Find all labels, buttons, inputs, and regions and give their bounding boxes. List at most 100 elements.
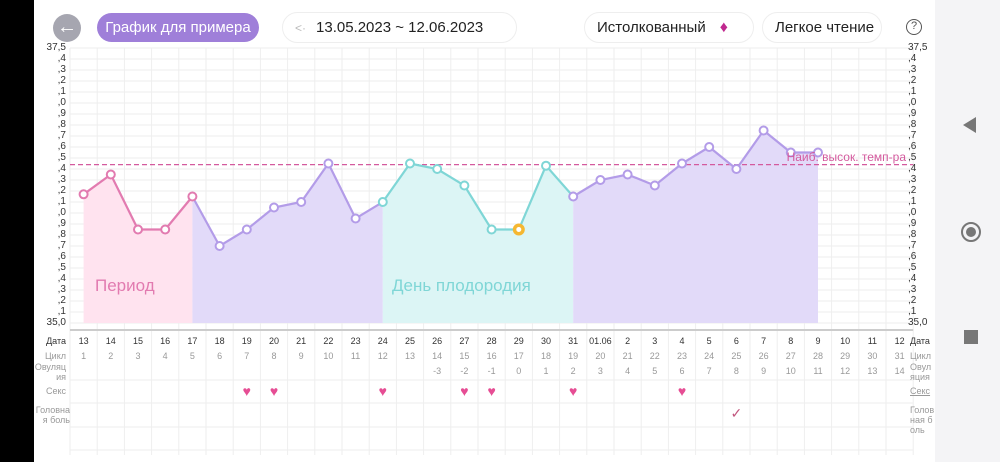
- row-label-right-sex: Секс: [910, 386, 931, 396]
- date-cell: 25: [404, 336, 415, 346]
- temperature-line: [191, 161, 384, 248]
- sample-chart-button[interactable]: График для примера: [97, 13, 259, 42]
- y-tick-label: ,6: [57, 141, 66, 152]
- date-cell: 6: [733, 336, 739, 346]
- y-tick-label-right: ,4: [908, 163, 917, 174]
- ovulation-cell: 9: [761, 366, 767, 376]
- temperature-point: [677, 158, 687, 169]
- date-cell: 01.06: [589, 336, 612, 346]
- back-button[interactable]: ←: [53, 14, 81, 42]
- date-cell: 12: [894, 336, 905, 346]
- temperature-point: [622, 169, 633, 180]
- temperature-point: [459, 180, 470, 191]
- y-tick-label-right: ,2: [908, 295, 917, 306]
- y-tick-label: ,7: [57, 240, 66, 251]
- date-cell: 5: [706, 336, 712, 346]
- date-cell: 2: [625, 336, 631, 346]
- easy-read-button[interactable]: Легкое чтение: [762, 12, 882, 43]
- row-label-sex: Секс: [45, 386, 66, 396]
- cycle-cell: 1: [81, 351, 87, 361]
- date-cell: 9: [815, 336, 821, 346]
- y-tick-label-right: ,1: [908, 86, 917, 97]
- temperature-point: [105, 169, 116, 180]
- cycle-cell: 11: [350, 351, 361, 361]
- nav-home-icon[interactable]: [961, 222, 981, 242]
- temperature-point: [813, 147, 823, 158]
- temperature-point: [350, 213, 361, 224]
- y-tick-label: ,5: [57, 262, 66, 273]
- temperature-point: [78, 189, 89, 200]
- y-tick-label-right: ,7: [908, 240, 917, 251]
- temperature-point: [187, 191, 198, 202]
- y-tick-label-right: 35,0: [908, 317, 928, 328]
- temperature-point: [785, 147, 796, 158]
- row-label-date: Дата: [46, 336, 66, 346]
- date-cell: 7: [761, 336, 767, 346]
- cycle-cell: 10: [323, 351, 334, 361]
- temperature-point: [649, 180, 660, 191]
- fertile-label: День плодородия: [392, 276, 531, 295]
- y-tick-label: 37,5: [46, 42, 66, 53]
- y-tick-label: ,1: [57, 86, 66, 97]
- date-cell: 24: [377, 336, 388, 346]
- temperature-point: [160, 224, 171, 235]
- cycle-cell: 8: [271, 351, 277, 361]
- ovulation-cell: 1: [543, 366, 549, 376]
- ovulation-cell: 3: [597, 366, 603, 376]
- cycle-cell: 5: [189, 351, 195, 361]
- nav-back-icon[interactable]: [963, 117, 976, 133]
- style-toggle[interactable]: Истолкованный ♦: [584, 12, 754, 43]
- ovulation-cell: 11: [813, 366, 823, 376]
- cycle-cell: 31: [894, 351, 905, 361]
- cycle-cell: 21: [622, 351, 633, 361]
- date-cell: 26: [432, 336, 443, 346]
- date-cell: 8: [788, 336, 794, 346]
- date-cell: 23: [350, 336, 361, 346]
- row-label-headache: Головная боль: [35, 405, 70, 425]
- y-tick-label: ,2: [57, 185, 66, 196]
- style-label: Истолкованный: [597, 19, 706, 36]
- help-icon[interactable]: ?: [906, 19, 922, 35]
- y-tick-label-right: ,8: [908, 119, 917, 130]
- sex-heart-icon: ♥: [378, 383, 387, 399]
- y-tick-label-right: ,3: [908, 284, 917, 295]
- y-tick-label-right: ,5: [908, 152, 917, 163]
- date-range-selector[interactable]: <· 13.05.2023 ~ 12.06.2023: [282, 12, 517, 43]
- row-label-right-date: Дата: [910, 336, 930, 346]
- y-tick-label: ,8: [57, 119, 66, 130]
- cycle-cell: 14: [432, 351, 443, 361]
- y-tick-label: ,3: [57, 64, 66, 75]
- sex-heart-icon: ♥: [677, 383, 687, 399]
- y-tick-label: ,3: [57, 284, 66, 295]
- threshold-label: Наиб. высок. темп-ра: [786, 149, 906, 164]
- cycle-cell: 22: [649, 351, 660, 361]
- y-tick-label: ,5: [57, 152, 66, 163]
- y-tick-label-right: ,6: [908, 251, 917, 262]
- y-tick-label: ,8: [57, 229, 66, 240]
- date-cell: 16: [160, 336, 171, 346]
- date-cell: 19: [241, 336, 252, 346]
- ovulation-cell: 2: [570, 366, 576, 376]
- date-cell: 27: [459, 336, 470, 346]
- ovulation-cell: 0: [516, 366, 522, 376]
- y-tick-label: ,2: [57, 75, 66, 86]
- temperature-point: [541, 160, 551, 171]
- cycle-cell: 12: [377, 351, 388, 361]
- y-tick-label: 35,0: [46, 317, 66, 328]
- temperature-point: [269, 202, 279, 213]
- nav-recents-icon[interactable]: [964, 330, 978, 344]
- ovulation-cell: -2: [460, 366, 469, 376]
- y-tick-label-right: ,4: [908, 53, 917, 64]
- temperature-point: [486, 224, 497, 235]
- y-tick-label-right: ,1: [908, 196, 917, 207]
- temperature-point: [405, 158, 415, 169]
- cycle-cell: 6: [217, 351, 223, 361]
- cycle-cell: 15: [459, 351, 470, 361]
- row-label-cycle: Цикл: [45, 351, 66, 361]
- y-tick-label: ,9: [57, 218, 66, 229]
- temperature-point: [595, 175, 606, 185]
- sex-heart-icon: ♥: [460, 383, 469, 399]
- row-label-ovulation: Овуляция: [34, 362, 66, 382]
- temperature-point: [323, 158, 334, 169]
- cycle-cell: 26: [758, 351, 769, 361]
